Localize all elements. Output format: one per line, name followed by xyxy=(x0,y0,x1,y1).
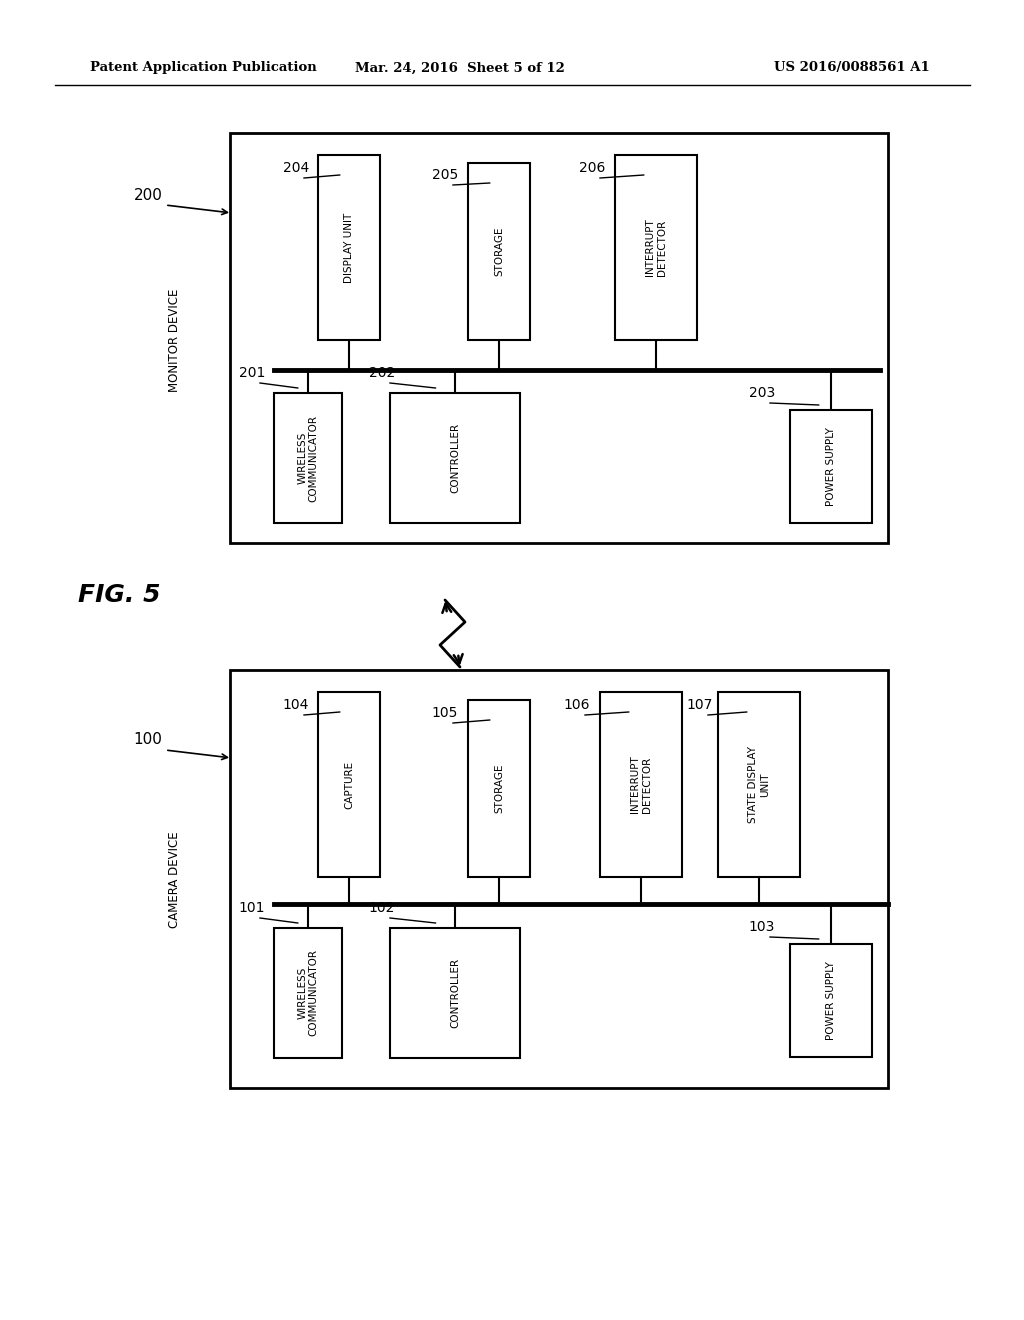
Bar xyxy=(790,411,872,523)
Text: DISPLAY UNIT: DISPLAY UNIT xyxy=(344,213,354,282)
Text: Patent Application Publication: Patent Application Publication xyxy=(90,62,316,74)
Bar xyxy=(615,154,697,341)
Text: CAPTURE: CAPTURE xyxy=(344,760,354,809)
Text: INTERRUPT
DETECTOR: INTERRUPT DETECTOR xyxy=(645,219,667,276)
Text: CONTROLLER: CONTROLLER xyxy=(450,958,460,1028)
Bar xyxy=(230,671,888,1088)
Bar xyxy=(230,133,888,543)
Text: MONITOR DEVICE: MONITOR DEVICE xyxy=(169,288,181,392)
Text: STORAGE: STORAGE xyxy=(494,227,504,276)
Text: POWER SUPPLY: POWER SUPPLY xyxy=(826,428,836,506)
Text: WIRELESS
COMMUNICATOR: WIRELESS COMMUNICATOR xyxy=(297,949,318,1036)
Bar xyxy=(718,692,800,876)
Text: 204: 204 xyxy=(283,161,309,176)
Text: US 2016/0088561 A1: US 2016/0088561 A1 xyxy=(774,62,930,74)
Text: 200: 200 xyxy=(133,187,163,202)
Text: 102: 102 xyxy=(369,902,395,915)
Bar xyxy=(600,692,682,876)
Bar xyxy=(468,162,530,341)
Text: STORAGE: STORAGE xyxy=(494,764,504,813)
Text: 100: 100 xyxy=(133,733,163,747)
Bar xyxy=(274,928,342,1059)
Text: 206: 206 xyxy=(579,161,605,176)
Text: Mar. 24, 2016  Sheet 5 of 12: Mar. 24, 2016 Sheet 5 of 12 xyxy=(355,62,565,74)
Text: 107: 107 xyxy=(687,698,713,711)
Text: 205: 205 xyxy=(432,168,458,182)
Text: 103: 103 xyxy=(749,920,775,935)
Text: 203: 203 xyxy=(749,385,775,400)
Text: INTERRUPT
DETECTOR: INTERRUPT DETECTOR xyxy=(630,755,652,813)
Text: CAMERA DEVICE: CAMERA DEVICE xyxy=(169,832,181,928)
Text: WIRELESS
COMMUNICATOR: WIRELESS COMMUNICATOR xyxy=(297,414,318,502)
Text: 105: 105 xyxy=(432,706,458,719)
Text: FIG. 5: FIG. 5 xyxy=(78,583,161,607)
Text: 106: 106 xyxy=(564,698,590,711)
Text: 101: 101 xyxy=(239,902,265,915)
Text: 201: 201 xyxy=(239,366,265,380)
Bar xyxy=(468,700,530,876)
Bar xyxy=(390,393,520,523)
Text: POWER SUPPLY: POWER SUPPLY xyxy=(826,961,836,1040)
Bar xyxy=(390,928,520,1059)
Text: 104: 104 xyxy=(283,698,309,711)
Bar xyxy=(318,154,380,341)
Text: CONTROLLER: CONTROLLER xyxy=(450,422,460,494)
Bar xyxy=(318,692,380,876)
Text: 202: 202 xyxy=(369,366,395,380)
Bar xyxy=(790,944,872,1057)
Bar xyxy=(274,393,342,523)
Text: STATE DISPLAY
UNIT: STATE DISPLAY UNIT xyxy=(749,746,770,822)
